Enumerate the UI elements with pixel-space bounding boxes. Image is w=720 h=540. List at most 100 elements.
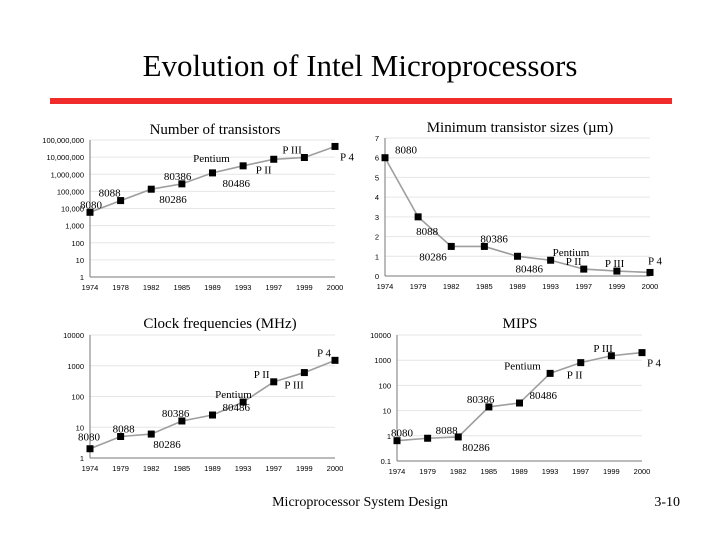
data-point: [480, 242, 488, 250]
point-label: P II: [566, 256, 582, 268]
x-tick-label: 2000: [327, 464, 344, 473]
point-label: 8088: [436, 425, 459, 437]
data-point: [331, 142, 339, 150]
point-label: 80386: [467, 394, 495, 406]
point-label: 80286: [153, 439, 181, 451]
data-point: [270, 155, 278, 163]
x-tick-label: 1989: [509, 282, 526, 291]
y-tick-label: 1: [80, 273, 84, 282]
y-tick-label: 1: [80, 454, 84, 463]
point-label: Pentium: [504, 360, 541, 372]
x-tick-label: 1982: [450, 467, 467, 476]
point-label: 80286: [462, 442, 490, 454]
footer-text: Microprocessor System Design: [272, 495, 448, 510]
point-label: P II: [254, 369, 270, 381]
data-point: [646, 268, 654, 276]
mips-chart-title: MIPS: [502, 316, 538, 332]
data-point: [381, 154, 389, 162]
x-tick-label: 1989: [511, 467, 528, 476]
point-label: 80486: [530, 390, 558, 402]
data-point: [546, 369, 554, 377]
slide-title: Evolution of Intel Microprocessors: [142, 48, 578, 83]
y-tick-label: 10,000,000: [46, 153, 84, 162]
point-label: Pentium: [553, 247, 590, 259]
y-tick-label: 10: [76, 423, 84, 432]
data-point: [638, 349, 646, 357]
y-tick-label: 100: [378, 381, 391, 390]
data-point: [613, 267, 621, 275]
y-tick-label: 100: [71, 393, 84, 402]
x-tick-label: 1997: [265, 464, 282, 473]
data-point: [577, 359, 585, 367]
data-point: [147, 185, 155, 193]
point-label: Pentium: [215, 389, 252, 401]
point-label: Pentium: [193, 153, 230, 165]
clock-chart-title: Clock frequencies (MHz): [143, 316, 297, 332]
y-tick-label: 1,000,000: [51, 170, 84, 179]
y-tick-label: 100: [71, 239, 84, 248]
x-tick-label: 1997: [575, 282, 592, 291]
data-point: [447, 242, 455, 250]
data-point: [580, 265, 588, 273]
x-tick-label: 1974: [377, 282, 394, 291]
x-tick-label: 1985: [174, 283, 191, 292]
x-tick-label: 1982: [143, 464, 160, 473]
point-label: 8080: [80, 199, 103, 211]
point-label: 80286: [419, 251, 447, 263]
y-tick-label: 1: [387, 432, 391, 441]
x-tick-label: 1999: [296, 283, 313, 292]
point-label: 8088: [416, 226, 439, 238]
y-tick-label: 1: [375, 252, 379, 261]
y-tick-label: 2: [375, 233, 379, 242]
y-tick-label: 1000: [374, 356, 391, 365]
point-label: P 4: [648, 255, 662, 267]
x-tick-label: 1974: [82, 283, 99, 292]
point-label: P III: [282, 145, 302, 157]
y-tick-label: 4: [375, 193, 379, 202]
y-tick-label: 10: [383, 407, 391, 416]
x-tick-label: 1978: [112, 283, 129, 292]
x-tick-label: 1982: [143, 283, 160, 292]
point-label: 80286: [159, 194, 187, 206]
x-tick-label: 1993: [542, 467, 559, 476]
y-tick-label: 10: [76, 256, 84, 265]
data-point: [607, 352, 615, 360]
x-tick-label: 1982: [443, 282, 460, 291]
data-point: [117, 197, 125, 205]
x-tick-label: 1979: [410, 282, 427, 291]
page-number: 3-10: [654, 495, 680, 510]
point-label: P 4: [647, 358, 661, 370]
data-point: [117, 433, 125, 441]
data-point: [270, 378, 278, 386]
feature-size-chart-title: Minimum transistor sizes (µm): [426, 120, 614, 136]
data-point: [331, 356, 339, 364]
point-label: P III: [284, 380, 304, 392]
data-point: [178, 417, 186, 425]
data-point: [209, 169, 216, 177]
y-tick-label: 10000: [370, 331, 391, 340]
y-tick-label: 100,000,000: [42, 136, 84, 145]
data-point: [547, 256, 555, 264]
y-tick-label: 0.1: [381, 457, 391, 466]
y-tick-label: 10000: [63, 331, 84, 340]
point-label: P 4: [317, 347, 331, 359]
x-tick-label: 1985: [476, 282, 493, 291]
x-tick-label: 1974: [82, 464, 99, 473]
data-point: [516, 399, 523, 407]
data-point: [86, 208, 94, 216]
title-divider: [50, 98, 672, 104]
y-tick-label: 7: [375, 134, 379, 143]
y-tick-label: 1000: [67, 362, 84, 371]
x-tick-label: 2000: [327, 283, 344, 292]
point-label: 80386: [162, 408, 190, 420]
point-label: P II: [256, 164, 272, 176]
data-point: [514, 252, 521, 260]
data-point: [147, 430, 155, 438]
data-point: [239, 398, 247, 406]
data-point: [393, 437, 401, 445]
x-tick-label: 1985: [481, 467, 498, 476]
x-tick-label: 2000: [634, 467, 651, 476]
